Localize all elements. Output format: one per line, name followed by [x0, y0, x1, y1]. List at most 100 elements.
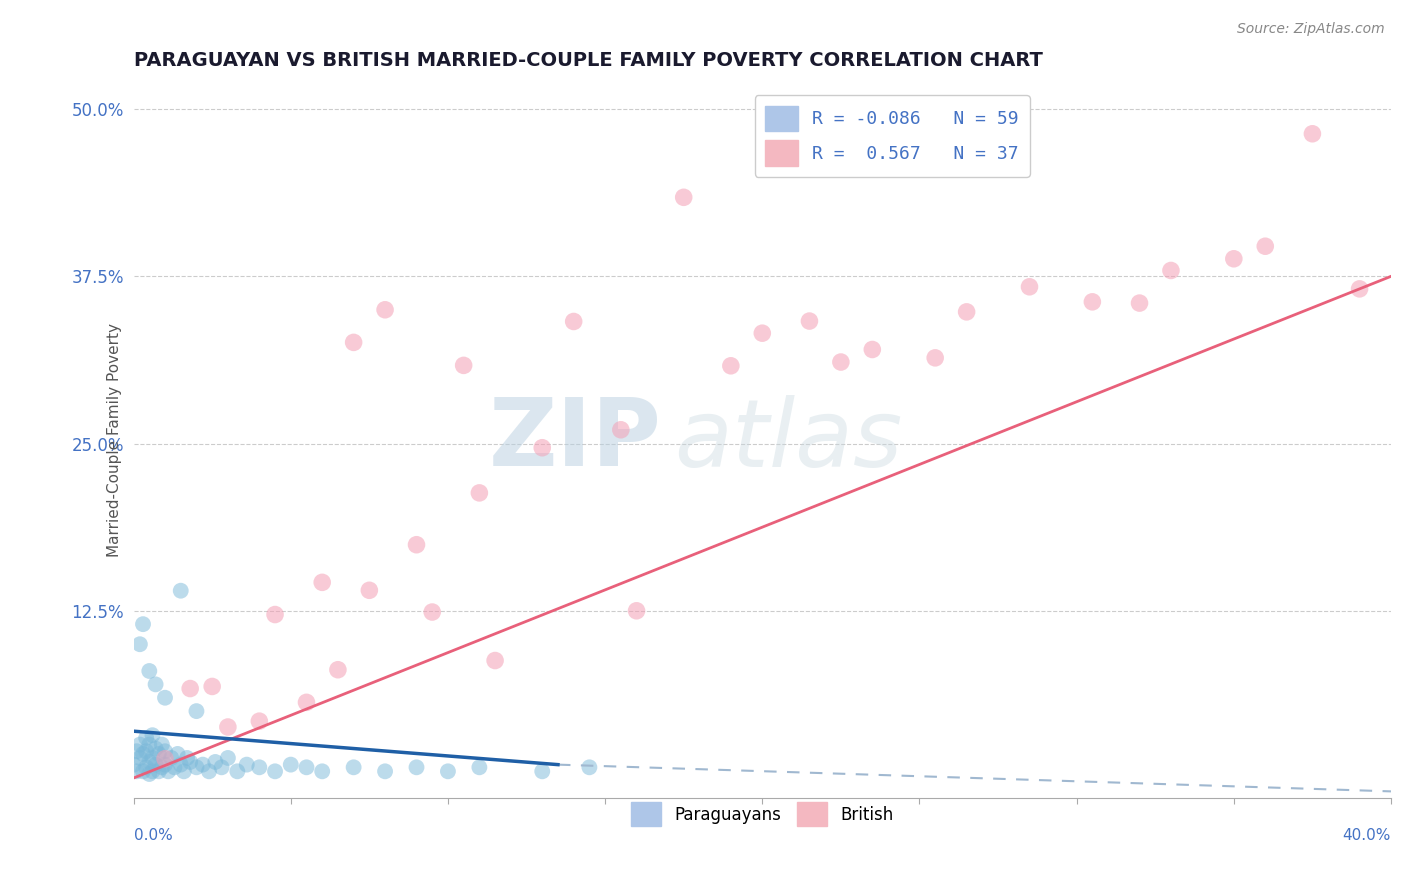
Point [186, 704, 208, 718]
Point [924, 351, 946, 365]
Point [198, 764, 221, 779]
Point [562, 314, 585, 328]
Point [132, 617, 155, 632]
Point [1018, 280, 1040, 294]
Point [135, 731, 157, 745]
Point [295, 695, 318, 709]
Point [157, 764, 180, 779]
Point [138, 664, 160, 678]
Point [343, 335, 366, 350]
Point [531, 441, 554, 455]
Point [1128, 296, 1150, 310]
Point [141, 751, 163, 765]
Point [145, 757, 167, 772]
Point [132, 747, 155, 761]
Point [160, 751, 183, 765]
Point [955, 305, 977, 319]
Point [437, 764, 460, 779]
Point [166, 747, 188, 761]
Point [138, 755, 160, 769]
Point [211, 760, 233, 774]
Point [468, 760, 491, 774]
Point [217, 751, 239, 765]
Text: Source: ZipAtlas.com: Source: ZipAtlas.com [1237, 22, 1385, 37]
Point [125, 764, 148, 779]
Point [122, 757, 145, 772]
Point [153, 752, 176, 766]
Point [830, 355, 852, 369]
Point [153, 744, 176, 758]
Point [170, 757, 193, 772]
Point [132, 764, 155, 779]
Point [374, 764, 396, 779]
Point [128, 637, 150, 651]
Point [326, 663, 349, 677]
Point [311, 764, 333, 779]
Point [173, 764, 195, 779]
Point [138, 767, 160, 781]
Point [145, 741, 167, 756]
Point [720, 359, 742, 373]
Point [201, 680, 224, 694]
Point [1081, 294, 1104, 309]
Point [1301, 127, 1323, 141]
Point [141, 764, 163, 779]
Point [374, 302, 396, 317]
Point [217, 720, 239, 734]
Text: PARAGUAYAN VS BRITISH MARRIED-COUPLE FAMILY POVERTY CORRELATION CHART: PARAGUAYAN VS BRITISH MARRIED-COUPLE FAM… [134, 51, 1042, 70]
Point [226, 764, 249, 779]
Point [153, 757, 176, 772]
Point [343, 760, 366, 774]
Point [280, 757, 302, 772]
Point [484, 654, 506, 668]
Point [148, 747, 170, 761]
Point [150, 760, 173, 774]
Point [264, 607, 287, 622]
Text: 40.0%: 40.0% [1343, 828, 1391, 843]
Point [295, 760, 318, 774]
Legend: Paraguayans, British: Paraguayans, British [624, 796, 901, 833]
Point [626, 604, 648, 618]
Y-axis label: Married-Couple Family Poverty: Married-Couple Family Poverty [107, 323, 122, 558]
Point [751, 326, 773, 341]
Point [153, 690, 176, 705]
Point [405, 760, 427, 774]
Point [672, 190, 695, 204]
Point [405, 538, 427, 552]
Point [1223, 252, 1246, 266]
Point [1348, 282, 1371, 296]
Point [531, 764, 554, 779]
Point [247, 760, 270, 774]
Point [311, 575, 333, 590]
Point [453, 359, 475, 373]
Point [247, 714, 270, 728]
Point [145, 677, 167, 691]
Point [860, 343, 883, 357]
Text: atlas: atlas [675, 395, 903, 486]
Point [135, 744, 157, 758]
Point [170, 583, 193, 598]
Point [138, 738, 160, 752]
Point [264, 764, 287, 779]
Point [148, 764, 170, 779]
Point [799, 314, 821, 328]
Point [128, 738, 150, 752]
Point [610, 423, 633, 437]
Point [191, 757, 214, 772]
Point [150, 738, 173, 752]
Point [1254, 239, 1277, 253]
Point [420, 605, 443, 619]
Point [186, 760, 208, 774]
Point [128, 751, 150, 765]
Point [236, 757, 259, 772]
Point [135, 760, 157, 774]
Point [204, 755, 226, 769]
Point [163, 760, 186, 774]
Point [176, 751, 198, 765]
Point [125, 744, 148, 758]
Point [578, 760, 600, 774]
Point [179, 681, 201, 696]
Point [179, 755, 201, 769]
Point [1160, 263, 1182, 277]
Text: ZIP: ZIP [489, 394, 662, 486]
